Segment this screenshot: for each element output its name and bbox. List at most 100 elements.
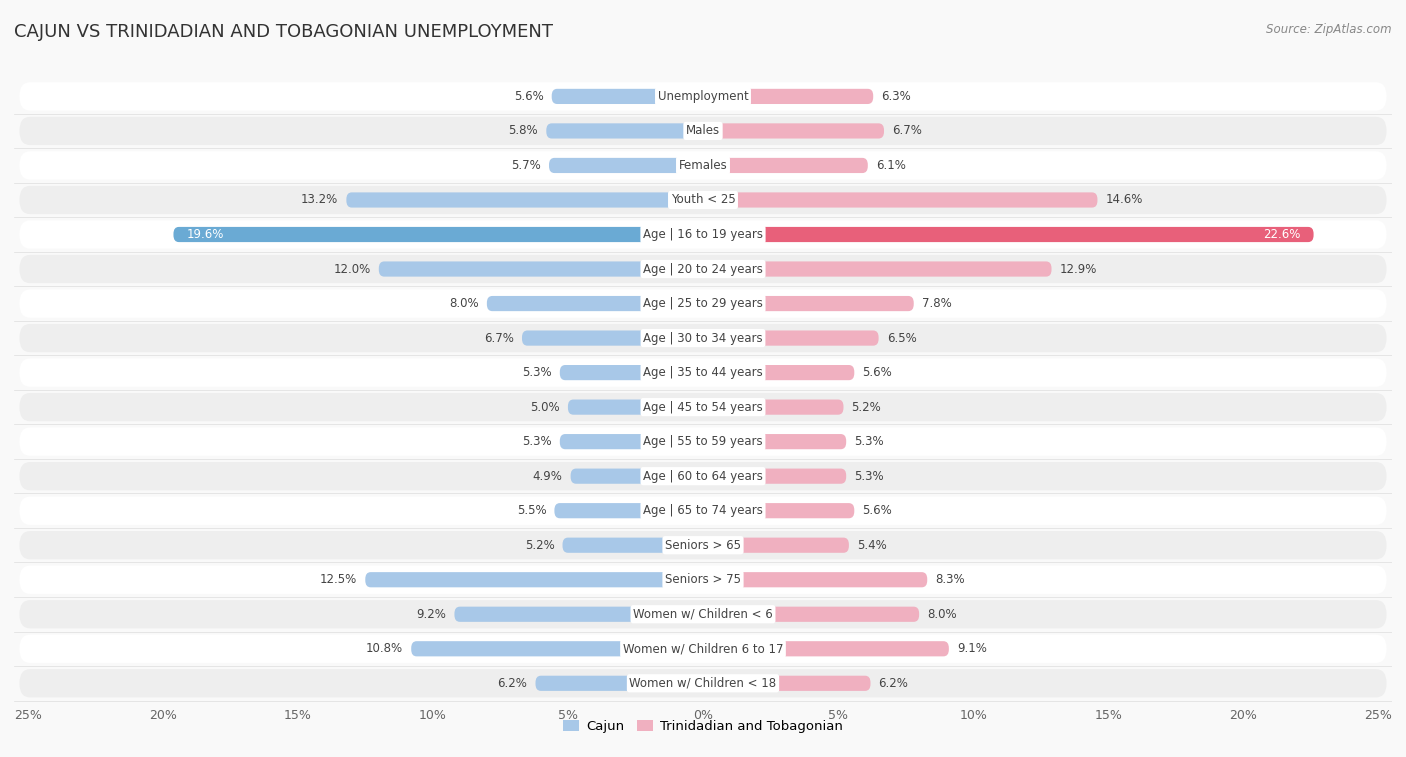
FancyBboxPatch shape xyxy=(20,185,1386,214)
FancyBboxPatch shape xyxy=(20,497,1386,525)
FancyBboxPatch shape xyxy=(366,572,703,587)
FancyBboxPatch shape xyxy=(20,117,1386,145)
Text: Women w/ Children 6 to 17: Women w/ Children 6 to 17 xyxy=(623,642,783,656)
FancyBboxPatch shape xyxy=(20,151,1386,179)
Text: Women w/ Children < 18: Women w/ Children < 18 xyxy=(630,677,776,690)
FancyBboxPatch shape xyxy=(20,393,1386,421)
FancyBboxPatch shape xyxy=(703,331,879,346)
Text: 4.9%: 4.9% xyxy=(533,469,562,483)
Text: Seniors > 75: Seniors > 75 xyxy=(665,573,741,586)
Text: 5.6%: 5.6% xyxy=(513,90,544,103)
Text: 12.5%: 12.5% xyxy=(321,573,357,586)
Text: 13.2%: 13.2% xyxy=(301,194,339,207)
Text: Males: Males xyxy=(686,124,720,138)
Text: 8.3%: 8.3% xyxy=(935,573,965,586)
FancyBboxPatch shape xyxy=(551,89,703,104)
FancyBboxPatch shape xyxy=(703,606,920,621)
FancyBboxPatch shape xyxy=(703,365,855,380)
FancyBboxPatch shape xyxy=(703,192,1098,207)
Text: 5.3%: 5.3% xyxy=(522,435,551,448)
Text: 5.4%: 5.4% xyxy=(858,539,887,552)
Text: 5.0%: 5.0% xyxy=(530,400,560,413)
Text: 19.6%: 19.6% xyxy=(187,228,225,241)
FancyBboxPatch shape xyxy=(20,83,1386,111)
FancyBboxPatch shape xyxy=(20,324,1386,352)
Text: 5.6%: 5.6% xyxy=(862,504,893,517)
FancyBboxPatch shape xyxy=(571,469,703,484)
Text: Youth < 25: Youth < 25 xyxy=(671,194,735,207)
FancyBboxPatch shape xyxy=(703,158,868,173)
FancyBboxPatch shape xyxy=(703,676,870,691)
Text: 6.2%: 6.2% xyxy=(879,677,908,690)
Text: 5.3%: 5.3% xyxy=(855,435,884,448)
FancyBboxPatch shape xyxy=(703,123,884,139)
FancyBboxPatch shape xyxy=(20,462,1386,491)
FancyBboxPatch shape xyxy=(378,261,703,276)
Text: Age | 55 to 59 years: Age | 55 to 59 years xyxy=(643,435,763,448)
FancyBboxPatch shape xyxy=(20,565,1386,594)
Text: CAJUN VS TRINIDADIAN AND TOBAGONIAN UNEMPLOYMENT: CAJUN VS TRINIDADIAN AND TOBAGONIAN UNEM… xyxy=(14,23,553,41)
Text: 6.7%: 6.7% xyxy=(484,332,513,344)
Text: 6.5%: 6.5% xyxy=(887,332,917,344)
Text: 9.2%: 9.2% xyxy=(416,608,446,621)
FancyBboxPatch shape xyxy=(20,669,1386,697)
FancyBboxPatch shape xyxy=(20,634,1386,663)
Text: 5.5%: 5.5% xyxy=(516,504,547,517)
Text: 10.8%: 10.8% xyxy=(366,642,404,656)
FancyBboxPatch shape xyxy=(703,261,1052,276)
Text: 5.6%: 5.6% xyxy=(862,366,893,379)
FancyBboxPatch shape xyxy=(20,220,1386,248)
FancyBboxPatch shape xyxy=(703,434,846,449)
FancyBboxPatch shape xyxy=(703,469,846,484)
FancyBboxPatch shape xyxy=(454,606,703,621)
FancyBboxPatch shape xyxy=(703,503,855,519)
FancyBboxPatch shape xyxy=(554,503,703,519)
Text: 12.0%: 12.0% xyxy=(333,263,371,276)
FancyBboxPatch shape xyxy=(547,123,703,139)
FancyBboxPatch shape xyxy=(20,531,1386,559)
Text: Age | 20 to 24 years: Age | 20 to 24 years xyxy=(643,263,763,276)
FancyBboxPatch shape xyxy=(20,428,1386,456)
FancyBboxPatch shape xyxy=(522,331,703,346)
FancyBboxPatch shape xyxy=(568,400,703,415)
FancyBboxPatch shape xyxy=(20,255,1386,283)
Text: 5.8%: 5.8% xyxy=(509,124,538,138)
FancyBboxPatch shape xyxy=(20,289,1386,318)
Text: Source: ZipAtlas.com: Source: ZipAtlas.com xyxy=(1267,23,1392,36)
FancyBboxPatch shape xyxy=(703,537,849,553)
FancyBboxPatch shape xyxy=(20,359,1386,387)
FancyBboxPatch shape xyxy=(548,158,703,173)
FancyBboxPatch shape xyxy=(173,227,703,242)
Text: 8.0%: 8.0% xyxy=(927,608,957,621)
Text: 5.7%: 5.7% xyxy=(512,159,541,172)
FancyBboxPatch shape xyxy=(346,192,703,207)
FancyBboxPatch shape xyxy=(536,676,703,691)
FancyBboxPatch shape xyxy=(560,365,703,380)
FancyBboxPatch shape xyxy=(703,296,914,311)
Text: 14.6%: 14.6% xyxy=(1105,194,1143,207)
Text: 9.1%: 9.1% xyxy=(957,642,987,656)
FancyBboxPatch shape xyxy=(411,641,703,656)
Text: Age | 16 to 19 years: Age | 16 to 19 years xyxy=(643,228,763,241)
FancyBboxPatch shape xyxy=(562,537,703,553)
Text: Age | 25 to 29 years: Age | 25 to 29 years xyxy=(643,297,763,310)
FancyBboxPatch shape xyxy=(486,296,703,311)
Text: 5.2%: 5.2% xyxy=(852,400,882,413)
Text: 6.1%: 6.1% xyxy=(876,159,905,172)
Text: Age | 60 to 64 years: Age | 60 to 64 years xyxy=(643,469,763,483)
FancyBboxPatch shape xyxy=(560,434,703,449)
Text: 6.7%: 6.7% xyxy=(893,124,922,138)
FancyBboxPatch shape xyxy=(703,227,1313,242)
Text: 8.0%: 8.0% xyxy=(449,297,479,310)
Text: 12.9%: 12.9% xyxy=(1060,263,1097,276)
Text: Age | 65 to 74 years: Age | 65 to 74 years xyxy=(643,504,763,517)
Text: Age | 30 to 34 years: Age | 30 to 34 years xyxy=(643,332,763,344)
Text: Unemployment: Unemployment xyxy=(658,90,748,103)
FancyBboxPatch shape xyxy=(703,89,873,104)
Text: 6.3%: 6.3% xyxy=(882,90,911,103)
FancyBboxPatch shape xyxy=(703,572,927,587)
Text: 5.3%: 5.3% xyxy=(855,469,884,483)
Text: 7.8%: 7.8% xyxy=(922,297,952,310)
Text: 6.2%: 6.2% xyxy=(498,677,527,690)
FancyBboxPatch shape xyxy=(20,600,1386,628)
